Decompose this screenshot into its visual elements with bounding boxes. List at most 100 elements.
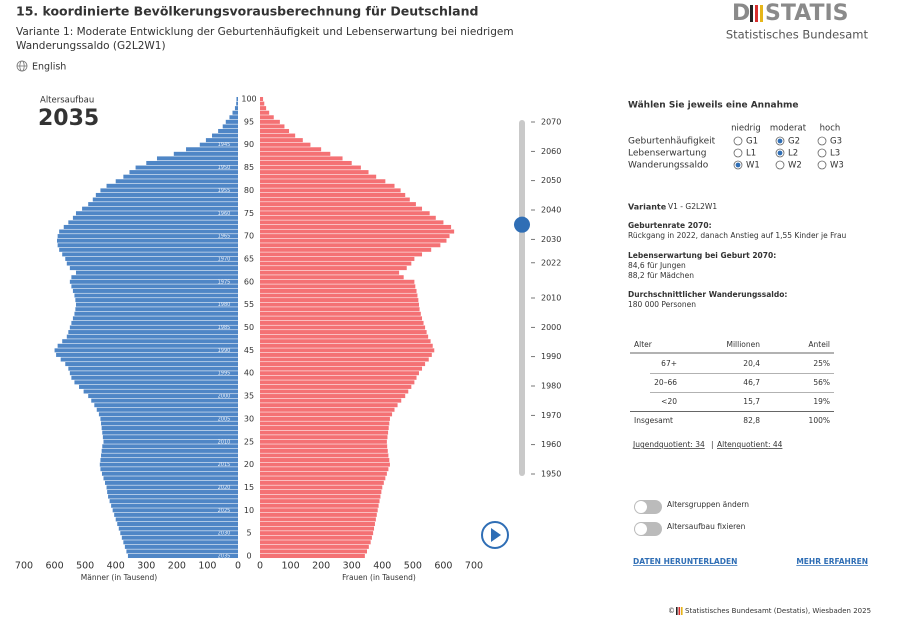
table-cell: 82,8 [743, 416, 760, 425]
cohort-label: 1950 [218, 165, 231, 171]
radio-label[interactable]: W1 [746, 161, 760, 171]
radio-label[interactable]: W2 [788, 161, 802, 171]
globe-icon[interactable] [16, 60, 28, 72]
bar [95, 192, 238, 197]
bar [57, 243, 238, 248]
slider-tick-label: 1960 [541, 440, 561, 449]
radio-button[interactable] [817, 136, 827, 146]
bar [260, 133, 296, 138]
bar [260, 192, 406, 197]
bar [72, 316, 239, 321]
bar [75, 302, 238, 307]
slider-track[interactable] [519, 120, 525, 476]
radio-label[interactable]: G3 [830, 137, 842, 147]
table-header: Alter [634, 340, 653, 349]
quotient[interactable]: Altenquotient: 44 [717, 440, 783, 449]
bar [74, 380, 238, 385]
bar [260, 467, 389, 472]
bar [68, 220, 238, 225]
bar [260, 320, 424, 325]
assumption-label: Wanderungssaldo [628, 161, 709, 171]
bar [229, 115, 238, 120]
radio-label[interactable]: W3 [830, 161, 844, 171]
radio-button[interactable] [775, 160, 785, 170]
bar [260, 444, 388, 449]
radio-button[interactable] [817, 160, 827, 170]
x-tick-label: 100 [198, 561, 216, 572]
bar [96, 407, 238, 412]
bar [106, 183, 239, 188]
slider-tick-label: 2040 [541, 206, 561, 215]
quotient[interactable]: Jugendquotient: 34 [632, 440, 705, 449]
cohort-label: 1965 [218, 234, 231, 240]
cohort-label: 1980 [218, 302, 231, 308]
bar [260, 261, 412, 266]
radio-label[interactable]: L3 [830, 149, 840, 159]
bar [205, 138, 238, 143]
bar [260, 270, 400, 275]
radio-label[interactable]: G2 [788, 137, 800, 147]
bar [260, 499, 380, 504]
bar [59, 229, 239, 234]
age-tick-label: 45 [244, 346, 254, 355]
bar [111, 503, 238, 508]
bar [102, 444, 239, 449]
age-tick-label: 40 [244, 369, 254, 378]
footer-copyright: © [668, 607, 675, 615]
bar [260, 316, 423, 321]
bar [102, 435, 238, 440]
bar [100, 458, 238, 463]
bar [260, 115, 274, 120]
bar [260, 224, 452, 229]
bar [260, 160, 352, 165]
bar [260, 101, 265, 106]
age-tick-label: 95 [244, 117, 254, 126]
bar [260, 311, 421, 316]
radio-button[interactable] [817, 148, 827, 158]
radio-button[interactable] [733, 148, 743, 158]
slider-tick-label: 2010 [541, 294, 561, 303]
table-cell: 25% [813, 359, 830, 368]
bar [123, 540, 238, 545]
language-link[interactable]: English [32, 62, 66, 73]
age-tick-label: 60 [244, 277, 254, 286]
bar [88, 202, 238, 207]
toggle-knob [635, 523, 647, 535]
bar [72, 215, 239, 220]
bar [75, 298, 238, 303]
table-cell: 19% [813, 397, 830, 406]
bar [260, 151, 331, 156]
bar [260, 119, 280, 124]
age-tick-label: 0 [246, 552, 251, 561]
link[interactable]: DATEN HERUNTERLADEN [633, 557, 737, 566]
radio-button[interactable] [733, 136, 743, 146]
x-tick-label: 200 [168, 561, 186, 572]
bar [260, 380, 415, 385]
bar [260, 188, 401, 193]
bar [260, 421, 390, 426]
info-text: 84,6 für Jungen [628, 261, 686, 270]
link[interactable]: MEHR ERFAHREN [796, 557, 868, 566]
bar [260, 229, 455, 234]
radio-label[interactable]: L1 [746, 149, 756, 159]
play-button[interactable] [481, 521, 509, 549]
table-cell: <20 [661, 397, 677, 406]
cohort-label: 1990 [218, 348, 231, 354]
bar [75, 211, 238, 216]
table-header: Anteil [808, 340, 830, 349]
assumption-label: Geburtenhäufigkeit [628, 137, 716, 147]
bar [173, 151, 238, 156]
radio-label[interactable]: L2 [788, 149, 798, 159]
radio-dot [735, 162, 741, 168]
bar [92, 197, 239, 202]
radio-label[interactable]: G1 [746, 137, 758, 147]
bar [156, 156, 238, 161]
bar [118, 526, 238, 531]
age-tick-label: 75 [244, 209, 254, 218]
bar [260, 147, 322, 152]
bar [260, 220, 444, 225]
bar [74, 311, 238, 316]
bar [88, 394, 238, 399]
slider-thumb[interactable] [514, 216, 530, 233]
variant-label: Variante [628, 203, 667, 212]
